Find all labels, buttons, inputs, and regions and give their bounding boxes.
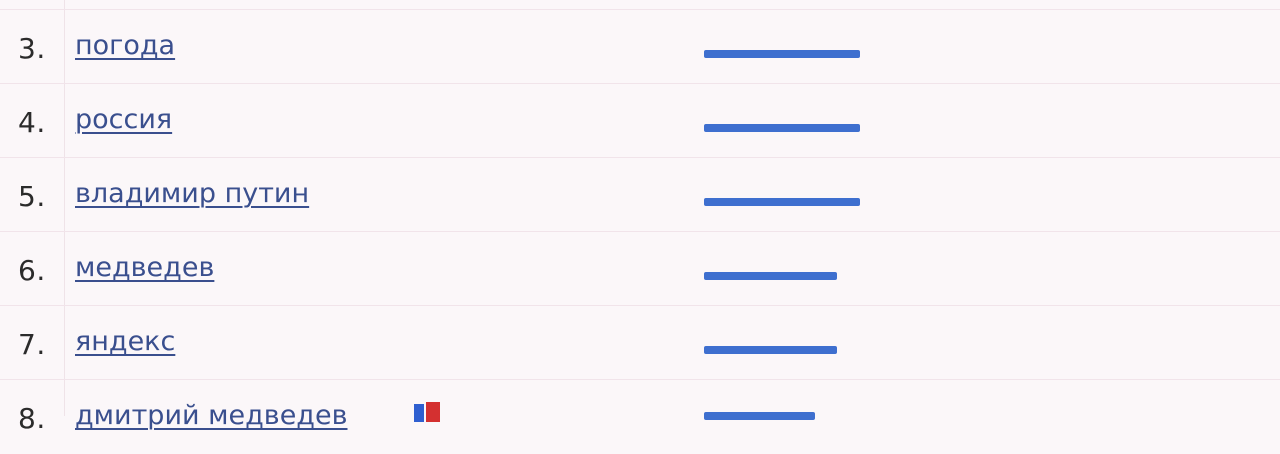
term-link[interactable]: погода xyxy=(75,30,176,61)
rank-number: 3. xyxy=(18,32,46,65)
list-row: 3. погода xyxy=(0,10,1280,84)
rank-number: 8. xyxy=(18,402,46,435)
popularity-bar xyxy=(704,124,860,132)
column-divider xyxy=(64,0,65,416)
rank-number: 5. xyxy=(18,180,46,213)
flag-icon xyxy=(414,402,440,422)
popularity-bar xyxy=(704,198,860,206)
popularity-bar xyxy=(704,50,860,58)
list-row xyxy=(0,0,1280,10)
term-link[interactable]: медведев xyxy=(75,252,215,283)
rank-number: 6. xyxy=(18,254,46,287)
popularity-bar xyxy=(704,272,837,280)
rank-number: 7. xyxy=(18,328,46,361)
list-row: 7. яндекс xyxy=(0,306,1280,380)
list-row: 8. дмитрий медведев xyxy=(0,380,1280,454)
popularity-bar xyxy=(704,346,837,354)
trends-list: 3. погода 4. россия 5. владимир путин 6.… xyxy=(0,0,1280,435)
list-row: 4. россия xyxy=(0,84,1280,158)
popularity-bar xyxy=(704,412,815,420)
list-row: 6. медведев xyxy=(0,232,1280,306)
term-link[interactable]: владимир путин xyxy=(75,178,310,209)
rank-number: 4. xyxy=(18,106,46,139)
term-link[interactable]: россия xyxy=(75,104,173,135)
list-row: 5. владимир путин xyxy=(0,158,1280,232)
term-link[interactable]: яндекс xyxy=(75,326,176,357)
